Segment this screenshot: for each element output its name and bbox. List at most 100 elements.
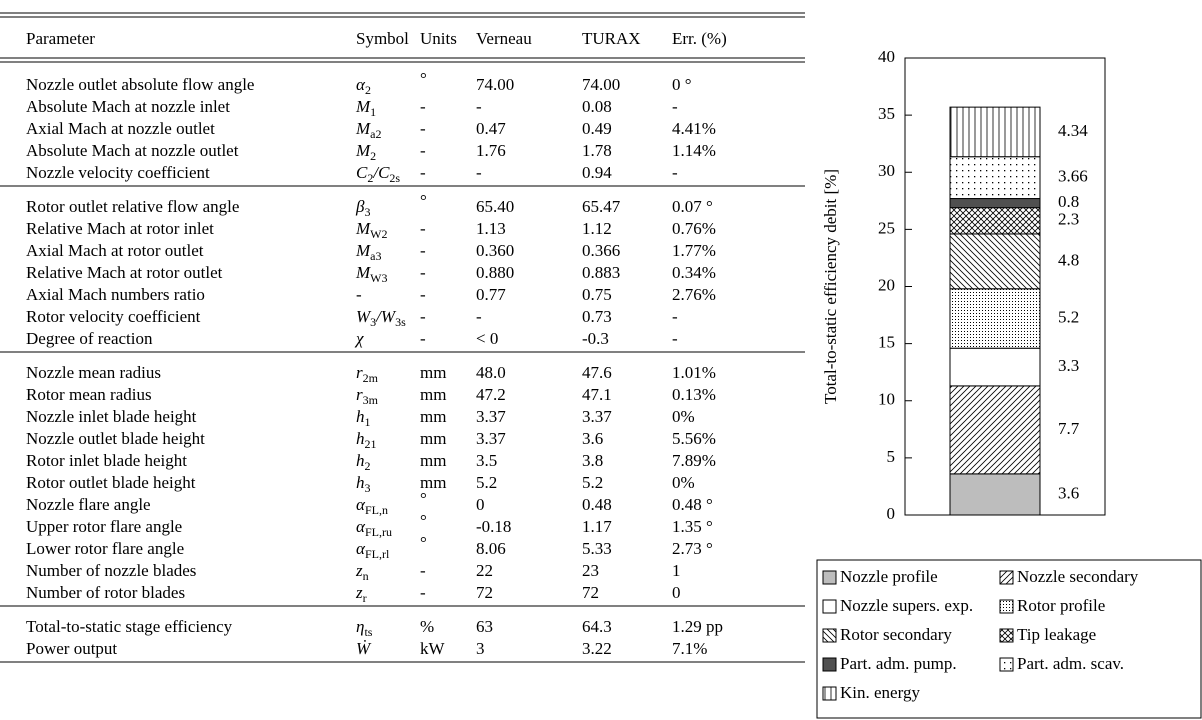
symbol-subscript: 3m xyxy=(363,393,379,407)
value-cell: 0.94 xyxy=(582,163,612,182)
value-cell: 5.2 xyxy=(582,473,603,492)
value-cell: 0.880 xyxy=(476,263,514,282)
bar-segment xyxy=(949,347,1041,387)
value-cell: 3.37 xyxy=(476,407,506,426)
value-cell: 74.00 xyxy=(476,75,514,94)
parameter-cell: Axial Mach at nozzle outlet xyxy=(26,119,215,138)
value-cell: 0.76% xyxy=(672,219,716,238)
value-cell: - xyxy=(420,561,426,580)
parameter-cell: Rotor mean radius xyxy=(26,385,152,404)
value-cell: 0% xyxy=(672,473,695,492)
header-cell: Parameter xyxy=(26,29,95,48)
legend-label: Nozzle profile xyxy=(840,567,938,586)
symbol-subscript: 3 xyxy=(365,481,371,495)
value-cell: - xyxy=(420,285,426,304)
value-label: 5.2 xyxy=(1058,307,1079,326)
parameter-cell: Nozzle velocity coefficient xyxy=(26,163,210,182)
y-tick-label: 40 xyxy=(878,47,895,66)
value-cell: 1.77% xyxy=(672,241,716,260)
bar-segment xyxy=(949,288,1041,349)
bar-segment xyxy=(949,106,1041,158)
value-cell: 0.48 xyxy=(582,495,612,514)
parameter-cell: Number of nozzle blades xyxy=(26,561,196,580)
value-cell: 0 ° xyxy=(672,75,692,94)
legend-label: Nozzle secondary xyxy=(1017,567,1139,586)
value-cell: ° xyxy=(420,69,427,88)
value-cell: 22 xyxy=(476,561,493,580)
value-cell: 0.360 xyxy=(476,241,514,260)
symbol-cell: α2 xyxy=(356,75,371,97)
value-cell: -0.3 xyxy=(582,329,609,348)
header-cell: TURAX xyxy=(582,29,641,48)
symbol-subscript: 2 xyxy=(370,149,376,163)
symbol-base: Ẇ xyxy=(356,639,372,658)
value-cell: ° xyxy=(420,511,427,530)
value-cell: 3 xyxy=(476,639,485,658)
symbol-cell: C2/C2s xyxy=(356,163,400,185)
symbol-base: M xyxy=(355,241,371,260)
symbol-base: M xyxy=(355,263,371,282)
symbol-base: - xyxy=(356,285,362,304)
parameter-cell: Nozzle flare angle xyxy=(26,495,151,514)
legend-label: Kin. energy xyxy=(840,683,920,702)
value-cell: 0.13% xyxy=(672,385,716,404)
value-cell: - xyxy=(420,583,426,602)
symbol-subscript: ts xyxy=(364,625,372,639)
symbol-cell: αFL,ru xyxy=(356,517,392,539)
value-cell: 3.37 xyxy=(476,429,506,448)
value-cell: 0.366 xyxy=(582,241,620,260)
value-cell: 3.22 xyxy=(582,639,612,658)
symbol-cell: αFL,rl xyxy=(356,539,390,561)
symbol-base: α xyxy=(356,75,366,94)
value-cell: 1.01% xyxy=(672,363,716,382)
legend-swatch xyxy=(999,599,1014,614)
symbol-cell: r3m xyxy=(356,385,379,407)
value-cell: ° xyxy=(420,191,427,210)
symbol-cell: Ẇ xyxy=(356,639,372,658)
parameter-cell: Absolute Mach at nozzle outlet xyxy=(26,141,239,160)
symbol-subscript: W2 xyxy=(370,227,387,241)
value-cell: 5.2 xyxy=(476,473,497,492)
parameter-cell: Rotor velocity coefficient xyxy=(26,307,201,326)
symbol-cell: h3 xyxy=(356,473,371,495)
legend-swatch xyxy=(999,628,1014,643)
symbol-base: h xyxy=(356,473,365,492)
bar-segment xyxy=(949,207,1041,235)
symbol-cell: h21 xyxy=(356,429,377,451)
symbol-subscript: 2s xyxy=(389,171,400,185)
value-cell: 1.78 xyxy=(582,141,612,160)
symbol-cell: h2 xyxy=(356,451,371,473)
value-cell: 1.14% xyxy=(672,141,716,160)
symbol-base: M xyxy=(355,119,371,138)
legend-label: Nozzle supers. exp. xyxy=(840,596,973,615)
y-tick-label: 35 xyxy=(878,104,895,123)
legend-swatch xyxy=(822,628,837,643)
parameter-cell: Total-to-static stage efficiency xyxy=(26,617,233,636)
value-cell: - xyxy=(420,141,426,160)
value-label: 3.3 xyxy=(1058,356,1079,375)
value-cell: 65.40 xyxy=(476,197,514,216)
value-cell: 0.75 xyxy=(582,285,612,304)
value-label: 2.3 xyxy=(1058,210,1079,229)
value-cell: - xyxy=(672,163,678,182)
value-cell: -0.18 xyxy=(476,517,511,536)
value-cell: 1.76 xyxy=(476,141,506,160)
parameter-cell: Axial Mach at rotor outlet xyxy=(26,241,204,260)
legend-swatch xyxy=(822,657,837,672)
value-cell: - xyxy=(672,307,678,326)
symbol-cell: zr xyxy=(355,583,367,605)
parameter-cell: Nozzle mean radius xyxy=(26,363,161,382)
bar-segment xyxy=(949,385,1041,475)
value-label: 4.34 xyxy=(1058,121,1088,140)
value-cell: mm xyxy=(420,385,446,404)
value-cell: 65.47 xyxy=(582,197,621,216)
symbol-subscript: W3 xyxy=(370,271,387,285)
value-cell: - xyxy=(420,307,426,326)
value-cell: 0% xyxy=(672,407,695,426)
symbol-base: M xyxy=(355,219,371,238)
legend-swatch xyxy=(822,570,837,585)
parameter-cell: Power output xyxy=(26,639,117,658)
parameter-cell: Absolute Mach at nozzle inlet xyxy=(26,97,230,116)
value-cell: 1.17 xyxy=(582,517,612,536)
